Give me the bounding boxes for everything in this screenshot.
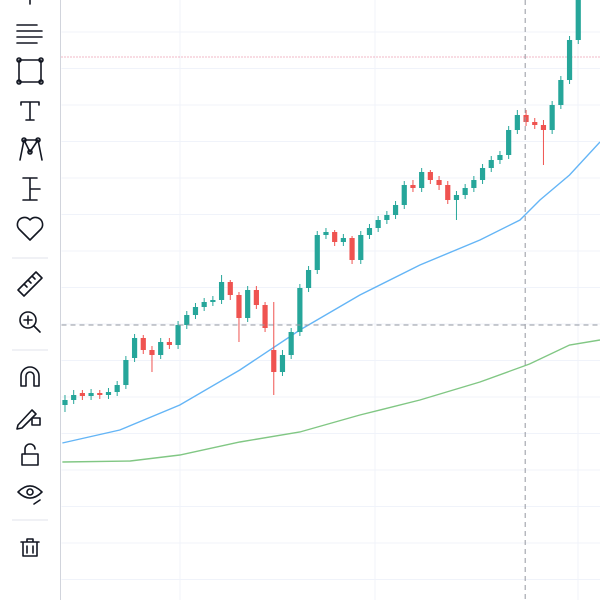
toolbar	[0, 0, 61, 600]
candle-body	[227, 282, 233, 295]
candle-body	[323, 232, 329, 235]
candle-body	[349, 238, 355, 260]
tool-rectangle[interactable]	[16, 57, 44, 85]
candle-body	[549, 105, 555, 130]
candle-body	[305, 270, 312, 288]
candle-body	[340, 238, 346, 242]
plot	[61, 0, 600, 600]
candle-body	[427, 172, 433, 180]
candle-body	[366, 228, 373, 235]
tool-ruler[interactable]	[17, 271, 43, 297]
tool-delete[interactable]	[20, 538, 40, 557]
candle-body	[140, 338, 146, 350]
candle-body	[575, 0, 581, 40]
candle-body	[297, 288, 303, 332]
candle-body	[358, 235, 364, 260]
tool-text[interactable]	[20, 101, 40, 121]
candle-body	[401, 185, 407, 205]
candle-body	[62, 400, 68, 405]
candle-body	[245, 290, 251, 318]
tool-zoom[interactable]	[19, 311, 41, 333]
tool-magnet[interactable]	[20, 366, 40, 387]
tool-lines[interactable]	[16, 24, 43, 44]
moving-average	[62, 339, 600, 463]
candle-body	[79, 393, 85, 396]
candle-body	[166, 342, 172, 345]
candle-body	[192, 307, 199, 315]
candle-body	[271, 350, 277, 372]
candle-body	[184, 315, 190, 325]
candle-body	[105, 392, 112, 395]
candle-body	[288, 332, 294, 355]
candle-body	[566, 40, 573, 80]
candle-body	[532, 122, 538, 125]
candle-body	[479, 168, 486, 180]
candle-body	[236, 295, 242, 318]
candle-body	[279, 355, 286, 372]
grid	[61, 0, 600, 600]
candle-body	[497, 155, 503, 160]
candle-body	[384, 215, 390, 220]
candle-body	[262, 305, 268, 328]
candle-body	[488, 160, 494, 168]
candle-body	[471, 180, 477, 188]
candle-body	[453, 195, 460, 200]
tool-pattern[interactable]	[19, 137, 43, 161]
candle-body	[462, 188, 468, 195]
candle-body	[158, 342, 164, 355]
tool-visibility[interactable]	[17, 485, 43, 505]
moving-average	[62, 141, 600, 444]
toolbar-bg	[0, 0, 60, 600]
tool-lock-drawing[interactable]	[16, 409, 41, 430]
candle-body	[514, 115, 520, 130]
candle-body	[175, 325, 181, 345]
candle-body	[375, 220, 381, 228]
candle-body	[419, 172, 425, 188]
candle-body	[253, 290, 259, 305]
tool-favorites[interactable]	[16, 216, 44, 241]
candle-body	[201, 302, 207, 307]
candle-body	[332, 232, 338, 242]
candle-body	[558, 80, 564, 105]
candle-body	[445, 185, 451, 200]
candle-body	[410, 185, 416, 188]
candle-body	[314, 235, 320, 270]
tool-unlock[interactable]	[21, 443, 39, 466]
candle-body	[97, 393, 103, 395]
candle-body	[88, 393, 94, 396]
candle-body	[131, 338, 138, 358]
candle-body	[523, 115, 529, 122]
candle-body	[392, 205, 399, 215]
tool-measure[interactable]	[22, 177, 41, 201]
candle-body	[540, 125, 547, 130]
candle-body	[210, 300, 216, 302]
candle-body	[149, 350, 155, 355]
candle-body	[114, 385, 120, 392]
candle-body	[71, 395, 77, 400]
candle-body	[506, 130, 512, 155]
candle-body	[218, 282, 225, 300]
candle-body	[123, 360, 129, 385]
candle-body	[436, 180, 442, 185]
